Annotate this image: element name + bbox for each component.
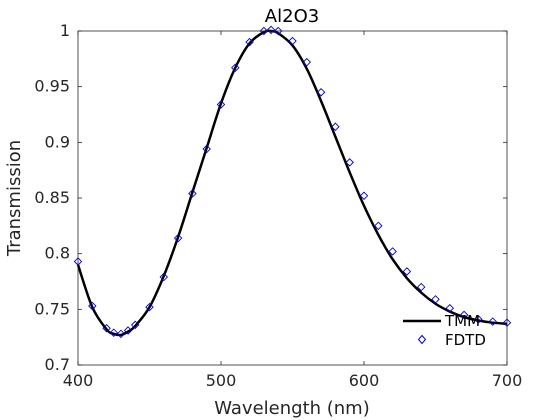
data-point	[259, 26, 269, 36]
x-axis-label: Wavelength (nm)	[214, 398, 370, 419]
data-point	[445, 303, 455, 313]
data-point	[302, 57, 312, 67]
y-tick-label: 0.9	[45, 132, 70, 151]
y-tick-label: 0.8	[45, 244, 70, 263]
x-tick-label: 700	[492, 371, 523, 390]
data-point	[231, 63, 240, 72]
data-point	[173, 233, 183, 243]
data-point	[245, 37, 254, 47]
data-point	[359, 191, 369, 201]
data-point	[159, 272, 169, 282]
data-point	[88, 301, 97, 311]
data-point	[188, 189, 197, 198]
data-point	[273, 26, 283, 36]
legend-fdtd-swatch	[417, 334, 427, 345]
legend-tmm-label: TMM	[444, 312, 480, 330]
data-point	[109, 328, 118, 337]
y-tick-label: 0.85	[34, 188, 70, 207]
data-point	[102, 324, 111, 333]
y-axis-label: Transmission	[4, 140, 25, 257]
x-tick-label: 600	[349, 371, 380, 390]
data-point	[488, 317, 497, 326]
x-tick-label: 500	[206, 371, 237, 390]
ticks-layer: 400 500 600 700 0.7 0.75 0.8 0.85 0.9 0.95 1	[34, 21, 522, 390]
data-point	[123, 326, 133, 335]
y-tick-label: 0.7	[45, 355, 70, 374]
data-point	[416, 282, 426, 292]
y-tick-label: 1	[60, 21, 70, 40]
series-markers-fdtd	[73, 25, 512, 339]
data-point	[266, 25, 276, 35]
y-tick-label: 0.75	[34, 299, 70, 318]
data-point	[202, 144, 211, 154]
data-point	[474, 315, 483, 324]
data-point	[374, 221, 383, 231]
data-point	[388, 247, 397, 256]
data-point	[288, 36, 297, 46]
legend: TMM FDTD	[403, 312, 486, 349]
data-point	[216, 100, 226, 109]
data-point	[145, 302, 154, 312]
legend-fdtd-label: FDTD	[445, 331, 486, 349]
data-point	[402, 267, 412, 276]
y-tick-label: 0.95	[34, 77, 70, 96]
data-point	[116, 329, 126, 339]
data-point	[431, 295, 440, 304]
chart-title: Al2O3	[265, 6, 319, 27]
plot-area	[78, 31, 507, 365]
data-point	[331, 122, 340, 131]
data-point	[459, 310, 469, 320]
data-point	[345, 158, 354, 167]
data-point	[130, 320, 140, 330]
x-tick-label: 400	[63, 371, 94, 390]
data-point	[316, 87, 326, 97]
